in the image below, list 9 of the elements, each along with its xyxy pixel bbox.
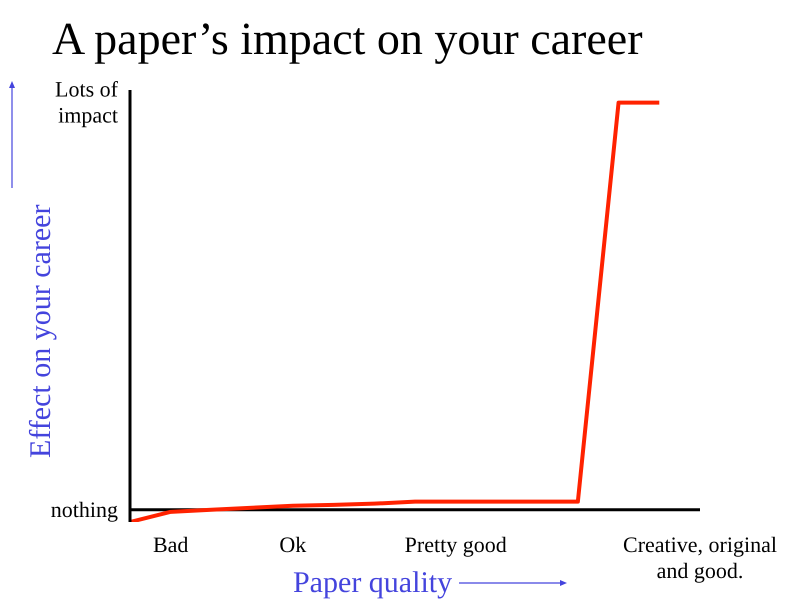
y-axis-title: Effect on your career [24, 204, 58, 458]
x-tick-label: Pretty good [404, 532, 507, 557]
text: Lots of impact [55, 76, 119, 128]
x-tick-label: Bad [152, 532, 188, 557]
x-axis-title: Paper quality [293, 566, 452, 600]
x-tick-label: Ok [279, 532, 306, 557]
text: nothing [50, 496, 118, 522]
chart-title: A paper’s impact on your career [52, 12, 643, 65]
x-tick-label: Creative, original and good. [623, 532, 777, 583]
